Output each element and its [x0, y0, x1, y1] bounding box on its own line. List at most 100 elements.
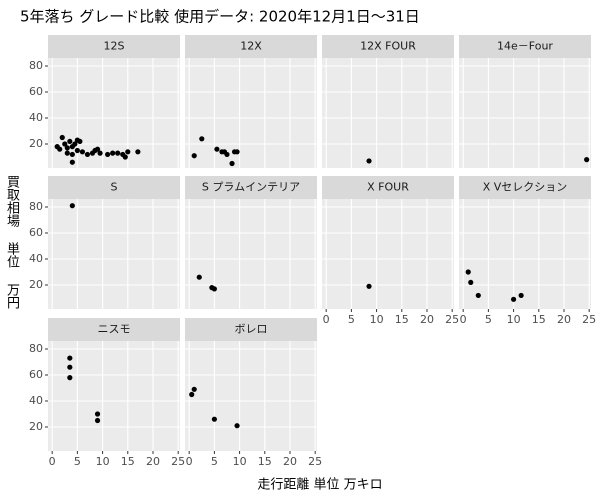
x-tick-label: 0 [186, 455, 193, 468]
point [122, 154, 128, 160]
strip-label: 12S [104, 40, 125, 53]
panel [48, 199, 180, 309]
point [366, 283, 372, 289]
y-tick-label: 20 [29, 420, 43, 433]
y-tick-label: 80 [29, 200, 43, 213]
point [475, 292, 481, 299]
point [211, 286, 217, 292]
x-tick-label: 15 [258, 455, 272, 468]
strip [459, 176, 591, 199]
point [77, 138, 83, 145]
x-tick-label: 5 [211, 455, 218, 468]
point [465, 269, 471, 275]
panel [185, 199, 317, 309]
x-tick-label: 5 [348, 313, 355, 326]
y-tick-label: 40 [29, 111, 43, 124]
strip-label: S [111, 181, 118, 194]
strip-label: S プラムインテリア [202, 181, 300, 194]
point [211, 416, 217, 422]
point [59, 134, 65, 141]
y-tick-label: 20 [29, 278, 43, 291]
y-tick-label: 20 [29, 137, 43, 150]
point [67, 375, 73, 381]
point [135, 149, 141, 155]
x-tick-label: 25 [445, 313, 459, 326]
panel [459, 199, 591, 309]
x-tick-label: 15 [395, 313, 409, 326]
point [69, 159, 75, 165]
strip [459, 35, 591, 58]
strip-label: X FOUR [367, 181, 409, 194]
point [229, 160, 235, 167]
point [57, 146, 63, 152]
strip [185, 35, 317, 58]
y-tick-label: 40 [29, 252, 43, 265]
point [214, 146, 220, 152]
strip-label: ニスモ [98, 323, 131, 336]
panel [459, 58, 591, 168]
x-tick-label: 0 [49, 455, 56, 468]
x-tick-label: 5 [485, 313, 492, 326]
x-tick-label: 10 [370, 313, 384, 326]
point [94, 417, 101, 424]
point [366, 158, 372, 164]
point [196, 274, 202, 280]
point [67, 364, 73, 370]
y-tick-label: 40 [29, 394, 43, 407]
y-tick-label: 60 [29, 226, 43, 239]
point [191, 153, 197, 159]
x-tick-label: 10 [96, 455, 110, 468]
point [518, 292, 524, 299]
strip-label: ボレロ [235, 323, 268, 336]
strip [185, 176, 317, 199]
y-tick-label: 60 [29, 368, 43, 381]
strip [322, 176, 454, 199]
strip [48, 35, 180, 58]
x-tick-label: 0 [323, 313, 330, 326]
strip-label: 12X [240, 40, 262, 53]
point [67, 138, 73, 145]
point [224, 151, 230, 158]
point [584, 157, 590, 163]
x-tick-label: 20 [146, 455, 160, 468]
point [79, 149, 86, 155]
x-tick-label: 10 [233, 455, 247, 468]
chart-title: 5年落ち グレード比較 使用データ: 2020年12月1日～31日 [20, 8, 420, 26]
point [110, 150, 116, 156]
point [234, 423, 240, 429]
panel [185, 58, 317, 168]
point [69, 151, 75, 158]
point [62, 141, 68, 147]
point [72, 141, 78, 147]
y-axis-label: 買取相場 単位 万円 [4, 175, 19, 309]
x-tick-label: 15 [121, 455, 135, 468]
x-tick-label: 15 [532, 313, 546, 326]
point [84, 151, 91, 158]
y-tick-label: 60 [29, 85, 43, 98]
strip [185, 318, 317, 341]
point [94, 411, 101, 417]
point [67, 355, 73, 361]
strip [322, 35, 454, 58]
point [74, 147, 80, 154]
strip [48, 176, 180, 199]
point [64, 150, 70, 156]
y-tick-label: 80 [29, 342, 43, 355]
panel [322, 58, 454, 168]
point [510, 296, 517, 302]
point [64, 145, 70, 151]
x-tick-label: 25 [582, 313, 596, 326]
x-tick-label: 25 [308, 455, 322, 468]
x-tick-label: 20 [557, 313, 571, 326]
point [69, 203, 75, 209]
point [199, 136, 205, 142]
point [189, 391, 195, 398]
strip [48, 318, 180, 341]
x-tick-label: 20 [283, 455, 297, 468]
point [97, 150, 103, 156]
strip-label: 14e－Four [497, 40, 553, 53]
x-tick-label: 10 [507, 313, 521, 326]
x-tick-label: 25 [171, 455, 185, 468]
point [234, 149, 240, 155]
